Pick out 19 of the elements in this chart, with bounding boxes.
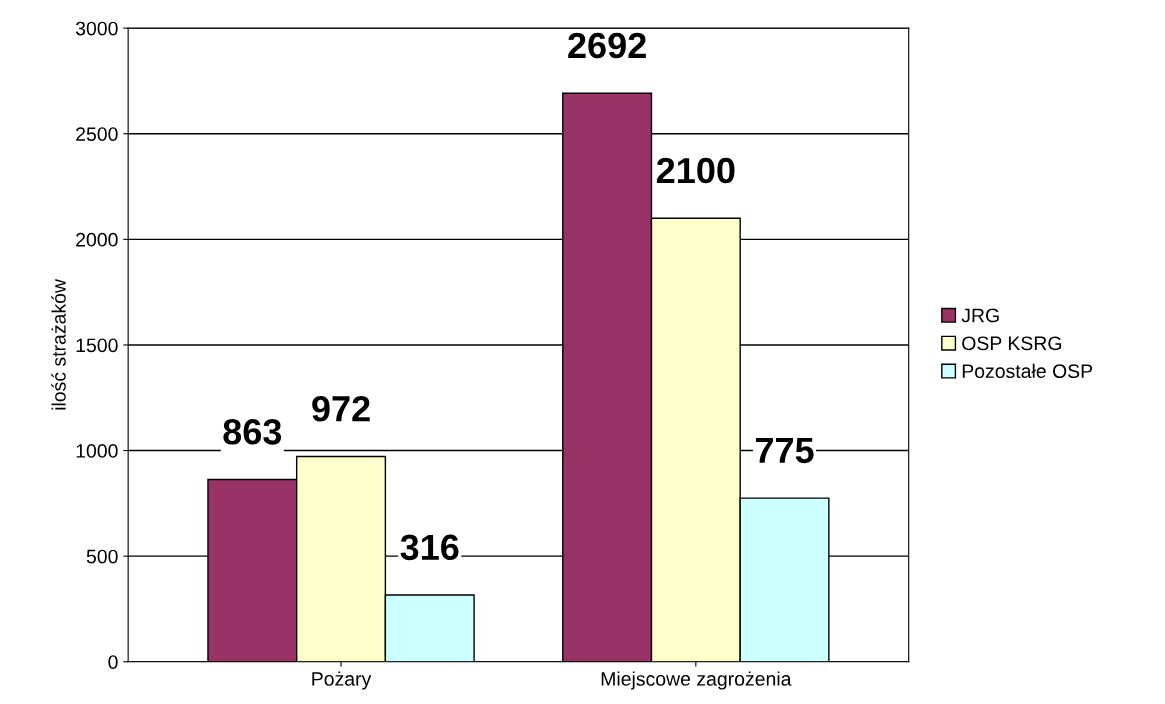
- data-label: 972: [312, 395, 370, 422]
- x-tick-label: Pożary: [312, 671, 372, 690]
- data-label: 316: [400, 534, 459, 561]
- legend-label: OSP KSRG: [962, 336, 1062, 351]
- data-label: 2692: [568, 32, 646, 59]
- y-tick-label: 0: [108, 655, 118, 669]
- y-axis-title: ilość strażaków: [51, 278, 66, 410]
- y-tick-label: 1000: [76, 444, 118, 458]
- data-label: 2100: [656, 157, 735, 184]
- y-tick-label: 1500: [76, 338, 118, 353]
- legend-label: Pozostałe OSP: [962, 363, 1093, 379]
- legend-label: JRG: [961, 308, 999, 323]
- y-tick-label: 500: [86, 549, 118, 564]
- data-label: 775: [755, 437, 814, 464]
- y-tick-label: 2500: [76, 127, 118, 141]
- data-label: 863: [223, 419, 282, 445]
- x-tick-label: Miejscowe zagrożenia: [601, 671, 792, 690]
- y-tick-label: 3000: [75, 21, 118, 36]
- y-tick-label: 2000: [76, 232, 118, 247]
